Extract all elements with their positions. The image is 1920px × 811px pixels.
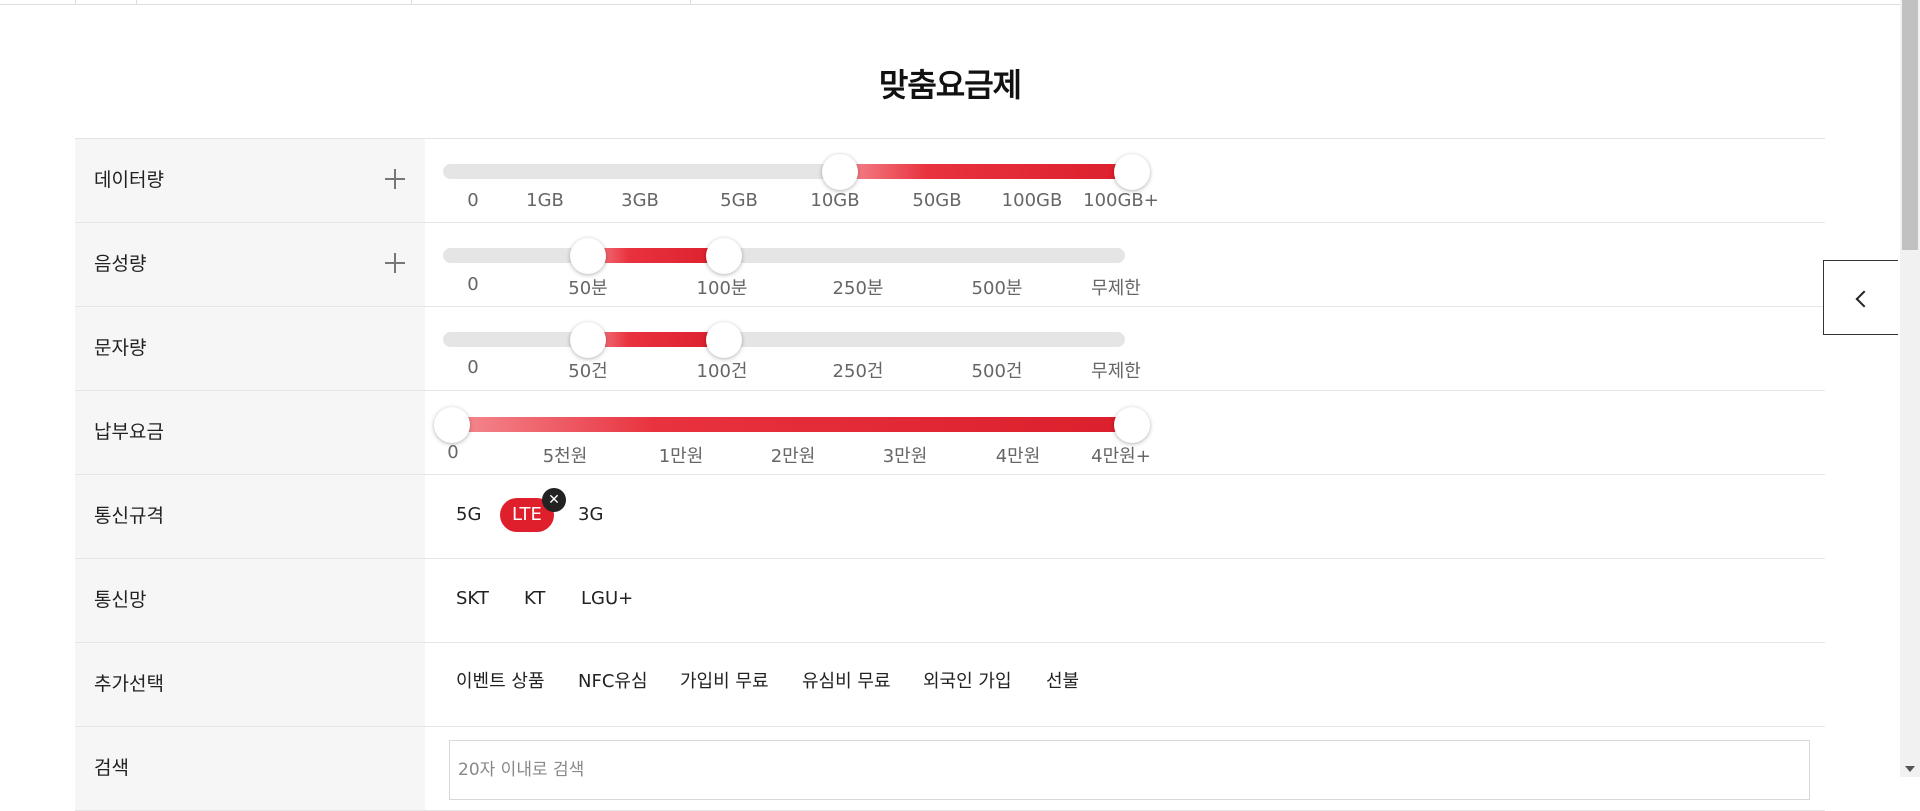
- plus-icon[interactable]: [385, 253, 405, 273]
- filter-row-standard: 통신규격: [75, 475, 1825, 559]
- filter-row-data: 데이터량: [75, 139, 1825, 223]
- fee-tick-label: 5천원: [542, 446, 588, 467]
- network-option-lgu[interactable]: LGU+: [581, 588, 634, 609]
- voice-tick-label: 50분: [568, 278, 608, 299]
- data-tick-label: 3GB: [621, 190, 659, 211]
- filter-row-voice: 음성량: [75, 223, 1825, 307]
- data-tick-label: 100GB: [1001, 190, 1063, 211]
- standard-label: 통신규격: [94, 505, 164, 527]
- filter-row-extra: 추가선택: [75, 643, 1825, 727]
- row-label-cell: 데이터량: [75, 139, 425, 222]
- fee-slider-min-handle[interactable]: [434, 407, 470, 443]
- filter-table: 데이터량 음성량 문자량 납부요금 통신규격 통신망 추가선택: [75, 138, 1825, 811]
- filter-row-network: 통신망: [75, 559, 1825, 643]
- fee-slider-max-handle[interactable]: [1114, 407, 1150, 443]
- plus-icon[interactable]: [385, 169, 405, 189]
- sms-tick-label: 100건: [696, 361, 748, 382]
- sms-label: 문자량: [94, 337, 147, 359]
- sms-tick-label: 0: [467, 357, 479, 378]
- data-tick-label: 100GB+: [1083, 190, 1159, 211]
- extra-option-event[interactable]: 이벤트 상품: [456, 671, 545, 692]
- fee-tick-label: 4만원+: [1091, 446, 1151, 467]
- row-label-cell: 문자량: [75, 307, 425, 390]
- fee-tick-label: 3만원: [882, 446, 928, 467]
- sms-tick-label: 500건: [971, 361, 1023, 382]
- page-title: 맞춤요금제: [878, 66, 1022, 104]
- row-label-cell: 통신망: [75, 559, 425, 642]
- fee-tick-label: 0: [447, 442, 459, 463]
- sms-tick-label: 무제한: [1091, 361, 1141, 382]
- data-slider-min-handle[interactable]: [822, 154, 858, 190]
- fee-slider-fill: [452, 417, 1132, 432]
- data-tick-label: 0: [467, 190, 479, 211]
- extra-option-prepaid[interactable]: 선불: [1046, 671, 1080, 692]
- search-input[interactable]: [449, 740, 1810, 800]
- network-option-kt[interactable]: KT: [524, 588, 546, 609]
- sms-slider-fill: [588, 332, 724, 347]
- row-label-cell: 추가선택: [75, 643, 425, 726]
- fee-tick-label: 4만원: [995, 446, 1041, 467]
- scroll-down-arrow-icon[interactable]: [1905, 766, 1915, 772]
- voice-tick-label: 250분: [832, 278, 884, 299]
- fee-tick-label: 2만원: [770, 446, 816, 467]
- sms-slider-min-handle[interactable]: [570, 322, 606, 358]
- extra-option-free-signup[interactable]: 가입비 무료: [680, 671, 769, 692]
- close-icon[interactable]: ✕: [542, 488, 566, 512]
- voice-tick-label: 무제한: [1091, 278, 1141, 299]
- side-panel-toggle[interactable]: [1823, 260, 1898, 335]
- filter-row-sms: 문자량: [75, 307, 1825, 391]
- search-label: 검색: [94, 757, 129, 779]
- extra-label: 추가선택: [94, 673, 164, 695]
- tab-divider: [411, 0, 412, 4]
- row-label-cell: 검색: [75, 727, 425, 810]
- voice-slider-min-handle[interactable]: [570, 238, 606, 274]
- tab-divider: [136, 0, 137, 4]
- voice-slider-fill: [588, 248, 724, 263]
- sms-tick-label: 250건: [832, 361, 884, 382]
- fee-tick-label: 1만원: [658, 446, 704, 467]
- scrollbar[interactable]: [1900, 0, 1920, 777]
- sms-slider-track[interactable]: [443, 332, 1125, 347]
- row-label-cell: 음성량: [75, 223, 425, 306]
- sms-slider-max-handle[interactable]: [706, 322, 742, 358]
- voice-label: 음성량: [94, 253, 147, 275]
- tab-divider: [75, 0, 76, 4]
- extra-option-nfc[interactable]: NFC유심: [578, 671, 648, 692]
- row-label-cell: 납부요금: [75, 391, 425, 474]
- fee-label: 납부요금: [94, 421, 164, 443]
- standard-option-5g[interactable]: 5G: [456, 504, 482, 525]
- voice-slider-max-handle[interactable]: [706, 238, 742, 274]
- data-tick-label: 10GB: [810, 190, 860, 211]
- data-slider-max-handle[interactable]: [1114, 154, 1150, 190]
- voice-slider-track[interactable]: [443, 248, 1125, 263]
- data-label: 데이터량: [94, 169, 164, 191]
- voice-tick-label: 100분: [696, 278, 748, 299]
- chevron-left-icon: [1855, 290, 1873, 308]
- network-option-skt[interactable]: SKT: [456, 588, 489, 609]
- standard-option-3g[interactable]: 3G: [578, 504, 604, 525]
- extra-option-foreigner[interactable]: 외국인 가입: [923, 671, 1012, 692]
- row-label-cell: 통신규격: [75, 475, 425, 558]
- data-slider-fill: [840, 164, 1132, 179]
- filter-row-fee: 납부요금: [75, 391, 1825, 475]
- scrollbar-thumb[interactable]: [1902, 0, 1918, 250]
- voice-tick-label: 500분: [971, 278, 1023, 299]
- extra-option-free-usim[interactable]: 유심비 무료: [802, 671, 891, 692]
- data-tick-label: 50GB: [912, 190, 962, 211]
- voice-tick-label: 0: [467, 274, 479, 295]
- top-tab-strip: [0, 0, 1900, 5]
- sms-tick-label: 50건: [568, 361, 608, 382]
- data-tick-label: 5GB: [720, 190, 758, 211]
- tab-divider: [690, 0, 691, 4]
- network-label: 통신망: [94, 589, 147, 611]
- data-tick-label: 1GB: [526, 190, 564, 211]
